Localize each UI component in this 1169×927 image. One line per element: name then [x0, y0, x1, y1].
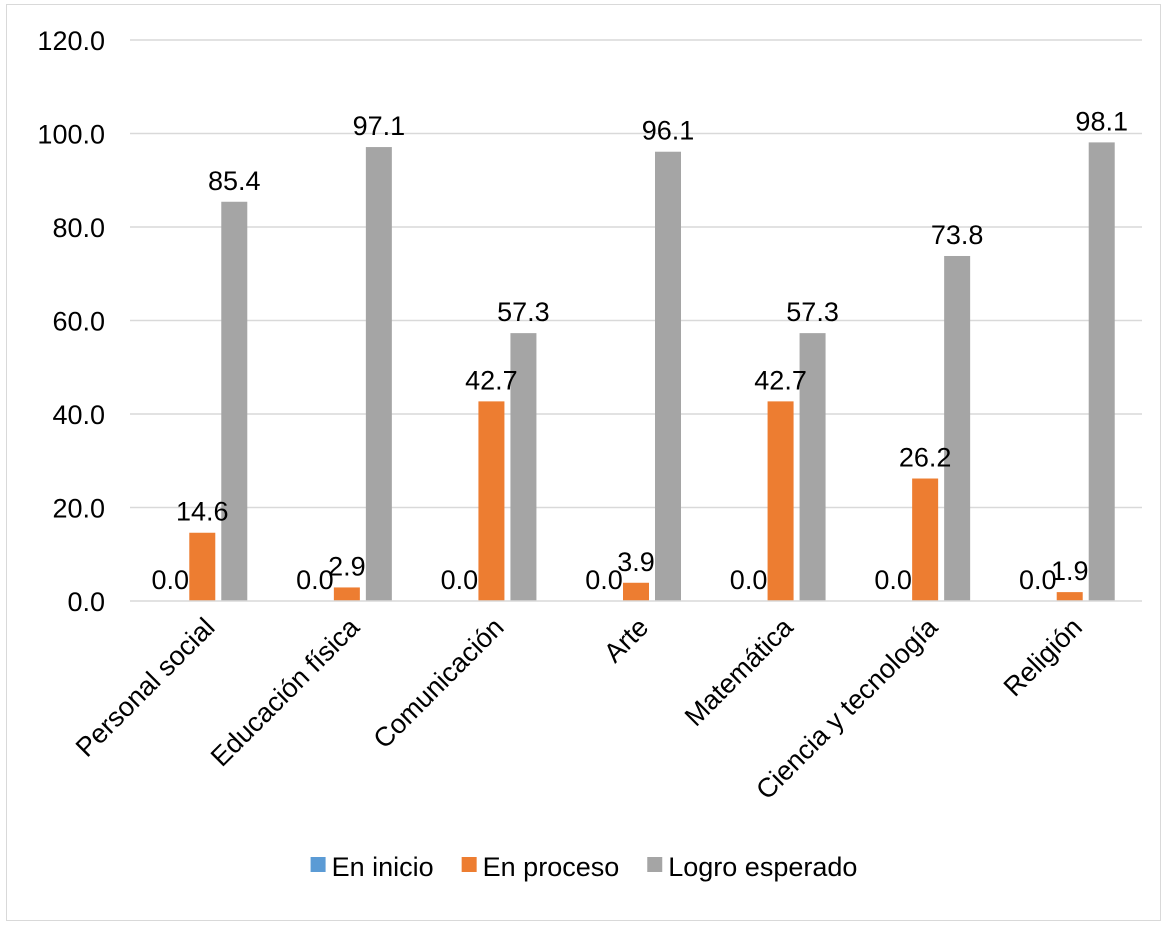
- category-label: Arte: [598, 612, 654, 668]
- data-label: 0.0: [730, 565, 768, 595]
- gridlines: [130, 39, 1142, 509]
- data-label: 42.7: [465, 365, 518, 395]
- y-tick-label: 80.0: [52, 213, 105, 243]
- category-label: Comunicación: [367, 612, 509, 754]
- chart-frame: 0.0 20.0 40.0 60.0 80.0 100.0 120.0 0.0 14.6 85.…: [6, 4, 1161, 921]
- data-label: 0.0: [874, 565, 912, 595]
- legend-label: Logro esperado: [668, 852, 857, 882]
- bar-chart: 0.0 20.0 40.0 60.0 80.0 100.0 120.0 0.0 14.6 85.…: [37, 26, 1142, 882]
- data-label: 97.1: [353, 111, 406, 141]
- category-label: Religión: [998, 612, 1088, 702]
- data-labels: 0.014.685.40.02.997.10.042.757.30.03.996…: [152, 106, 1128, 595]
- data-label: 14.6: [176, 497, 229, 527]
- data-label: 2.9: [328, 551, 366, 581]
- bar-en-proceso: [478, 401, 505, 601]
- y-tick-label: 120.0: [37, 26, 105, 56]
- data-label: 0.0: [152, 565, 190, 595]
- legend: En inicio En proceso Logro esperado: [310, 852, 857, 882]
- data-label: 3.9: [617, 547, 655, 577]
- data-label: 1.9: [1051, 556, 1089, 586]
- data-label: 57.3: [497, 297, 550, 327]
- legend-swatch: [310, 857, 326, 872]
- data-label: 85.4: [208, 166, 261, 196]
- data-label: 96.1: [642, 116, 695, 146]
- legend-swatch: [461, 857, 477, 872]
- y-tick-label: 20.0: [52, 494, 105, 524]
- bar-logro-esperado: [655, 151, 681, 602]
- bar-en-proceso: [189, 532, 216, 601]
- category-label: Educación física: [205, 611, 366, 772]
- y-tick-label: 60.0: [52, 307, 105, 337]
- legend-swatch: [647, 857, 663, 872]
- bar-en-proceso: [623, 582, 649, 601]
- data-label: 0.0: [585, 565, 623, 595]
- y-tick-label: 100.0: [37, 120, 105, 150]
- data-label: 98.1: [1075, 106, 1128, 136]
- bar-logro-esperado: [1088, 142, 1115, 601]
- bar-logro-esperado: [221, 201, 248, 601]
- bar-en-proceso: [1056, 592, 1083, 601]
- legend-label: En proceso: [483, 852, 620, 882]
- y-axis-tick-labels: 0.0 20.0 40.0 60.0 80.0 100.0 120.0: [37, 26, 105, 617]
- bar-logro-esperado: [799, 333, 826, 601]
- bar-logro-esperado: [510, 333, 537, 601]
- data-label: 57.3: [786, 297, 839, 327]
- bar-en-proceso: [767, 401, 794, 601]
- y-tick-label: 0.0: [67, 587, 105, 617]
- data-label: 0.0: [296, 565, 334, 595]
- data-label: 0.0: [441, 565, 479, 595]
- legend-item: En inicio: [310, 852, 434, 882]
- bar-logro-esperado: [365, 147, 392, 601]
- data-label: 42.7: [754, 365, 807, 395]
- legend-item: En proceso: [461, 852, 620, 882]
- legend-label: En inicio: [332, 852, 434, 882]
- bar-en-proceso: [912, 478, 939, 601]
- bar-en-proceso: [333, 587, 360, 601]
- data-label: 0.0: [1019, 565, 1057, 595]
- category-label: Personal social: [70, 612, 221, 763]
- bars: [189, 142, 1115, 602]
- data-label: 73.8: [931, 220, 984, 250]
- data-label: 26.2: [899, 443, 952, 473]
- legend-item: Logro esperado: [647, 852, 857, 882]
- category-label: Matemática: [679, 611, 800, 732]
- y-tick-label: 40.0: [52, 400, 105, 430]
- bar-logro-esperado: [944, 255, 971, 602]
